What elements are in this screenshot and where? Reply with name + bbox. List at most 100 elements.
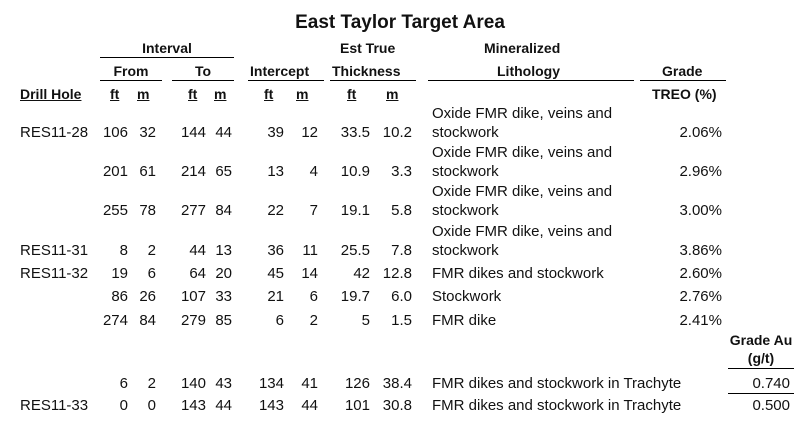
cell-th-m: 10.2 — [382, 124, 412, 141]
cell-to-ft: 143 — [180, 397, 206, 414]
cell-hole: RES11-31 — [20, 242, 89, 259]
cell-from-m: 2 — [147, 242, 156, 259]
cell-from-ft: 255 — [102, 202, 128, 219]
header-mineralized: Mineralized — [484, 40, 561, 56]
cell-to-m: 85 — [215, 312, 232, 329]
cell-to-m: 13 — [215, 242, 232, 259]
cell-to-ft: 44 — [189, 242, 206, 259]
grade-rule — [640, 80, 726, 81]
cell-from-m: 61 — [139, 163, 156, 180]
cell-int-ft: 21 — [267, 288, 284, 305]
cell-from-m: 2 — [147, 375, 156, 392]
cell-int-ft: 134 — [258, 375, 284, 392]
cell-grade: 2.60% — [679, 265, 722, 282]
cell-lithology-line2: stockwork — [432, 202, 499, 219]
cell-th-m: 12.8 — [382, 265, 412, 282]
cell-int-m: 11 — [302, 242, 318, 259]
interval-rule — [100, 57, 234, 58]
header-grade: Grade — [662, 63, 703, 79]
cell-from-ft: 274 — [102, 312, 128, 329]
cell-from-ft: 19 — [111, 265, 128, 282]
cell-lithology-line1: Oxide FMR dike, veins and — [432, 183, 613, 200]
cell-lithology-line2: stockwork — [432, 242, 499, 259]
cell-grade-au: 0.740 — [752, 375, 790, 392]
cell-int-ft: 13 — [267, 163, 284, 180]
header-to-ft: ft — [188, 86, 198, 102]
cell-from-ft: 106 — [102, 124, 128, 141]
cell-lithology-line2: stockwork — [432, 163, 499, 180]
cell-to-ft: 144 — [180, 124, 206, 141]
header-to-m: m — [214, 86, 227, 102]
cell-int-ft: 36 — [267, 242, 284, 259]
header-from-ft: ft — [110, 86, 120, 102]
cell-to-m: 33 — [215, 288, 232, 305]
cell-to-m: 44 — [215, 397, 232, 414]
cell-from-ft: 86 — [111, 288, 128, 305]
intercept-rule — [248, 80, 324, 81]
header-th-ft: ft — [347, 86, 357, 102]
cell-lithology: FMR dikes and stockwork — [432, 265, 604, 282]
lithology-rule — [428, 80, 634, 81]
cell-to-m: 43 — [215, 375, 232, 392]
cell-grade: 3.00% — [679, 202, 722, 219]
cell-th-m: 5.8 — [391, 202, 412, 219]
cell-lithology-line2: stockwork — [432, 124, 499, 141]
cell-th-m: 38.4 — [382, 375, 412, 392]
cell-from-ft: 8 — [119, 242, 128, 259]
cell-from-m: 0 — [147, 397, 156, 414]
cell-to-m: 65 — [215, 163, 232, 180]
header-intercept: Intercept — [250, 63, 310, 79]
cell-lithology-line1: Oxide FMR dike, veins and — [432, 223, 613, 240]
header-interval: Interval — [142, 40, 192, 56]
cell-to-m: 84 — [215, 202, 232, 219]
cell-lithology: FMR dikes and stockwork in Trachyte — [432, 375, 682, 392]
cell-int-m: 41 — [301, 375, 318, 392]
cell-int-m: 2 — [309, 312, 318, 329]
cell-to-ft: 277 — [180, 202, 206, 219]
cell-from-m: 32 — [139, 124, 156, 141]
header-thickness: Thickness — [332, 63, 401, 79]
cell-grade: 3.86% — [679, 242, 722, 259]
cell-th-m: 6.0 — [391, 288, 412, 305]
cell-lithology: Stockwork — [432, 288, 502, 305]
cell-from-ft: 6 — [119, 375, 128, 392]
cell-grade: 2.06% — [679, 124, 722, 141]
header-grade-au-unit: (g/t) — [747, 350, 775, 366]
cell-lithology: FMR dike — [432, 312, 497, 329]
cell-from-m: 78 — [139, 202, 156, 219]
cell-hole: RES11-32 — [20, 265, 89, 282]
cell-from-ft: 201 — [102, 163, 128, 180]
cell-th-m: 7.8 — [391, 242, 412, 259]
cell-th-ft: 33.5 — [340, 124, 370, 141]
cell-from-ft: 0 — [119, 397, 128, 414]
header-drill-hole: Drill Hole — [20, 86, 82, 102]
grade-au-rule — [728, 368, 794, 369]
header-lithology: Lithology — [497, 63, 560, 79]
cell-int-ft: 22 — [267, 202, 284, 219]
cell-th-ft: 126 — [344, 375, 370, 392]
to-rule — [172, 80, 234, 81]
cell-to-m: 44 — [215, 124, 232, 141]
cell-th-ft: 42 — [353, 265, 370, 282]
cell-int-ft: 39 — [267, 124, 284, 141]
header-grade-au: Grade Au — [729, 332, 793, 348]
cell-grade: 2.96% — [679, 163, 722, 180]
cell-hole: RES11-33 — [20, 397, 89, 414]
header-to: To — [194, 63, 212, 79]
cell-th-m: 3.3 — [391, 163, 412, 180]
page-title: East Taylor Target Area — [295, 12, 505, 33]
grade-au-row-rule — [728, 393, 794, 394]
cell-from-m: 84 — [139, 312, 156, 329]
thickness-rule — [330, 80, 416, 81]
cell-int-ft: 45 — [267, 265, 284, 282]
header-from: From — [113, 63, 149, 79]
cell-lithology: FMR dikes and stockwork in Trachyte — [432, 397, 682, 414]
cell-int-m: 7 — [309, 202, 318, 219]
header-th-m: m — [386, 86, 399, 102]
from-rule — [100, 80, 162, 81]
cell-grade-au: 0.500 — [752, 397, 790, 414]
cell-int-m: 6 — [309, 288, 318, 305]
cell-to-ft: 214 — [180, 163, 206, 180]
header-int-m: m — [296, 86, 309, 102]
cell-th-ft: 19.7 — [340, 288, 370, 305]
